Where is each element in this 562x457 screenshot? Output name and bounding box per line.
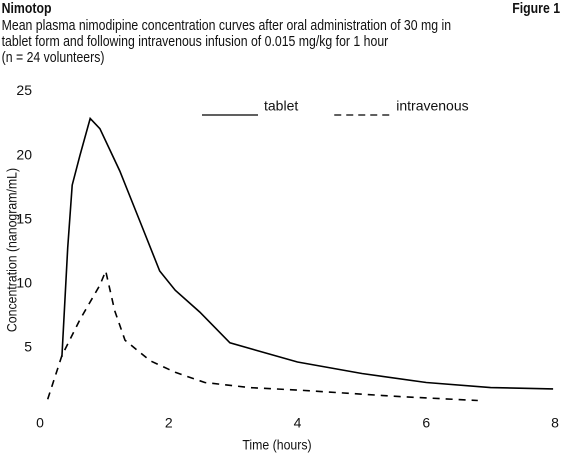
x-tick-label: 2 — [165, 415, 173, 431]
x-axis-label: Time (hours) — [242, 437, 311, 453]
x-tick-label: 0 — [36, 415, 44, 431]
legend-label: tablet — [264, 98, 298, 114]
y-tick-label: 15 — [16, 210, 32, 226]
legend-label: intravenous — [396, 98, 468, 114]
y-tick-label: 5 — [24, 339, 32, 355]
subtitle-line: tablet form and following intravenous in… — [2, 33, 389, 49]
x-tick-label: 8 — [551, 415, 559, 431]
y-axis-label: Concentration (nanogram/mL) — [4, 168, 20, 332]
x-tick-label: 4 — [294, 415, 302, 431]
header: Nimotop Figure 1 Mean plasma nimodipine … — [2, 0, 561, 65]
y-tick-label: 20 — [16, 146, 32, 162]
y-tick-label: 25 — [16, 82, 32, 98]
chart-title: Nimotop — [2, 0, 52, 16]
series-line — [46, 268, 478, 402]
subtitle-line: Mean plasma nimodipine concentration cur… — [2, 17, 451, 33]
figure-label: Figure 1 — [512, 0, 560, 16]
series-line — [61, 116, 554, 390]
x-tick-label: 6 — [422, 415, 430, 431]
y-tick-label: 10 — [16, 275, 32, 291]
subtitle-line: (n = 24 volunteers) — [2, 49, 105, 65]
